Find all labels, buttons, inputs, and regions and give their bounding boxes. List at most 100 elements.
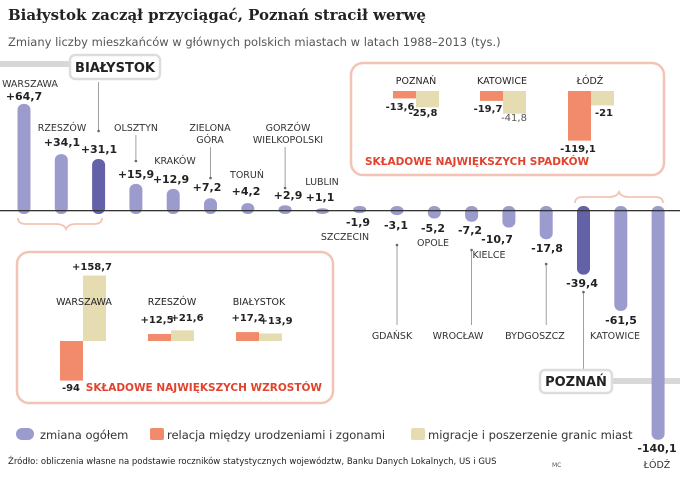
- city-label: TORUŃ: [229, 169, 264, 181]
- value-label: -17,8: [531, 242, 563, 255]
- value-label: -5,2: [421, 222, 445, 235]
- inset-declines-title: SKŁADOWE NAJWIĘKSZYCH SPADKÓW: [365, 155, 590, 168]
- city-label: ZIELONA: [189, 123, 231, 134]
- inset-natural-value: -119,1: [560, 144, 596, 155]
- bar-kraków: [166, 188, 180, 214]
- inset-migration-value: +158,7: [72, 262, 112, 273]
- inset-natural-value: +17,2: [231, 313, 264, 324]
- zero-axis: [0, 210, 680, 212]
- bar-zielona-góra: [204, 198, 217, 214]
- inset-natural-value: -19,7: [474, 104, 503, 115]
- city-label: GORZÓW: [266, 122, 311, 134]
- value-label: -1,9: [346, 216, 370, 229]
- city-label: WROCŁAW: [433, 331, 484, 342]
- value-label: +64,7: [6, 90, 42, 103]
- city-label: GÓRA: [196, 134, 224, 146]
- leader-dot: [582, 290, 585, 294]
- value-label: -140,1: [637, 442, 676, 455]
- inset-migration-value: +13,9: [259, 316, 292, 327]
- leader-dot: [395, 243, 399, 247]
- inset-migration-bar: [171, 330, 194, 341]
- value-label: -7,2: [458, 224, 482, 237]
- inset-migration-value: -25,8: [409, 108, 438, 119]
- bar-gorzów-wielkopolski: [278, 205, 292, 214]
- bar-olsztyn: [129, 183, 143, 214]
- poznan-callout-label: POZNAŃ: [545, 374, 607, 390]
- city-label: OLSZTYN: [114, 123, 158, 134]
- legend-label: migracje i poszerzenie granic miast: [428, 428, 633, 442]
- bar-kielce: [502, 206, 516, 228]
- leader-dot: [97, 129, 100, 133]
- inset-increases-title: SKŁADOWE NAJWIĘKSZYCH WZROSTÓW: [86, 381, 323, 394]
- bar-katowice: [614, 206, 628, 311]
- bar-toruń: [241, 203, 255, 214]
- bar-bydgoszcz: [539, 206, 553, 240]
- inset-natural-value: -94: [62, 383, 80, 394]
- value-label: +15,9: [118, 168, 154, 181]
- inset-natural-value: -13,6: [386, 102, 415, 113]
- leader-dot: [209, 176, 212, 180]
- city-label: RZESZÓW: [38, 122, 87, 134]
- source-note: Źródło: obliczenia własne na podstawie r…: [8, 457, 497, 467]
- city-label: KIELCE: [473, 250, 506, 261]
- bar-opole: [427, 206, 441, 219]
- inset-natural-bar: [236, 332, 259, 341]
- legend-swatch-natural: [150, 428, 164, 440]
- inset-migration-value: -21: [595, 108, 613, 119]
- inset-natural-bar: [393, 91, 416, 99]
- legend-swatch-total: [16, 428, 34, 440]
- brace-warszawa-bialystok: [17, 217, 103, 232]
- bar-poznań: [577, 206, 590, 275]
- inset-city-label: BIAŁYSTOK: [233, 297, 286, 308]
- city-label: KATOWICE: [590, 331, 640, 342]
- bar-rzeszów: [54, 154, 68, 214]
- city-label: WARSZAWA: [2, 79, 58, 90]
- inset-city-label: KATOWICE: [477, 76, 527, 87]
- city-label: GDAŃSK: [372, 330, 413, 342]
- value-label: +2,9: [274, 189, 303, 202]
- brace-poznan-lodz: [574, 189, 664, 204]
- bialystok-callout-label: BIAŁYSTOK: [75, 61, 156, 76]
- leader-dot: [470, 248, 473, 252]
- inset-migration-bar: [503, 91, 526, 114]
- city-label: KRAKÓW: [154, 155, 196, 167]
- inset-migration-bar: [416, 91, 439, 108]
- inset-natural-bar: [480, 91, 503, 101]
- inset-natural-bar: [568, 91, 591, 141]
- inset-city-label: ŁÓDŹ: [576, 75, 604, 87]
- leader-dot: [283, 186, 287, 190]
- inset-migration-bar: [591, 91, 614, 106]
- value-label: -39,4: [566, 277, 598, 290]
- city-label: ŁÓDŹ: [643, 459, 671, 471]
- bialystok-callout: [68, 53, 162, 81]
- inset-natural-bar: [148, 334, 171, 341]
- city-label: OPOLE: [417, 238, 449, 249]
- inset-migration-value: -41,8: [501, 113, 527, 124]
- leader-dot: [134, 159, 138, 163]
- bar-szczecin: [353, 206, 367, 214]
- chart-title: Białystok zaczął przyciągać, Poznań stra…: [8, 6, 426, 24]
- bar-warszawa: [17, 103, 31, 214]
- value-label: +7,2: [193, 181, 222, 194]
- value-label: +31,1: [81, 143, 117, 156]
- legend-swatch-migration: [411, 428, 425, 440]
- city-label: LUBLIN: [305, 177, 339, 188]
- chart-subtitle: Zmiany liczby mieszkańców w głównych pol…: [8, 35, 501, 49]
- bar-wrocław: [465, 206, 479, 222]
- inset-natural-bar: [60, 341, 83, 381]
- legend-label: zmiana ogółem: [40, 428, 128, 442]
- value-label: -3,1: [384, 219, 408, 232]
- value-label: +4,2: [232, 185, 261, 198]
- value-label: +1,1: [306, 191, 335, 204]
- legend-label: relacja między urodzeniami i zgonami: [167, 428, 385, 442]
- inset-migration-bar: [83, 275, 106, 341]
- inset-city-label: RZESZÓW: [148, 296, 197, 308]
- city-label: BYDGOSZCZ: [505, 331, 565, 342]
- poznan-callout: [538, 368, 614, 395]
- value-label: +34,1: [44, 136, 80, 149]
- city-label: SZCZECIN: [321, 232, 369, 243]
- inset-natural-value: +12,5: [140, 315, 173, 326]
- bar-łódź: [651, 206, 665, 440]
- leader-dot: [544, 262, 548, 266]
